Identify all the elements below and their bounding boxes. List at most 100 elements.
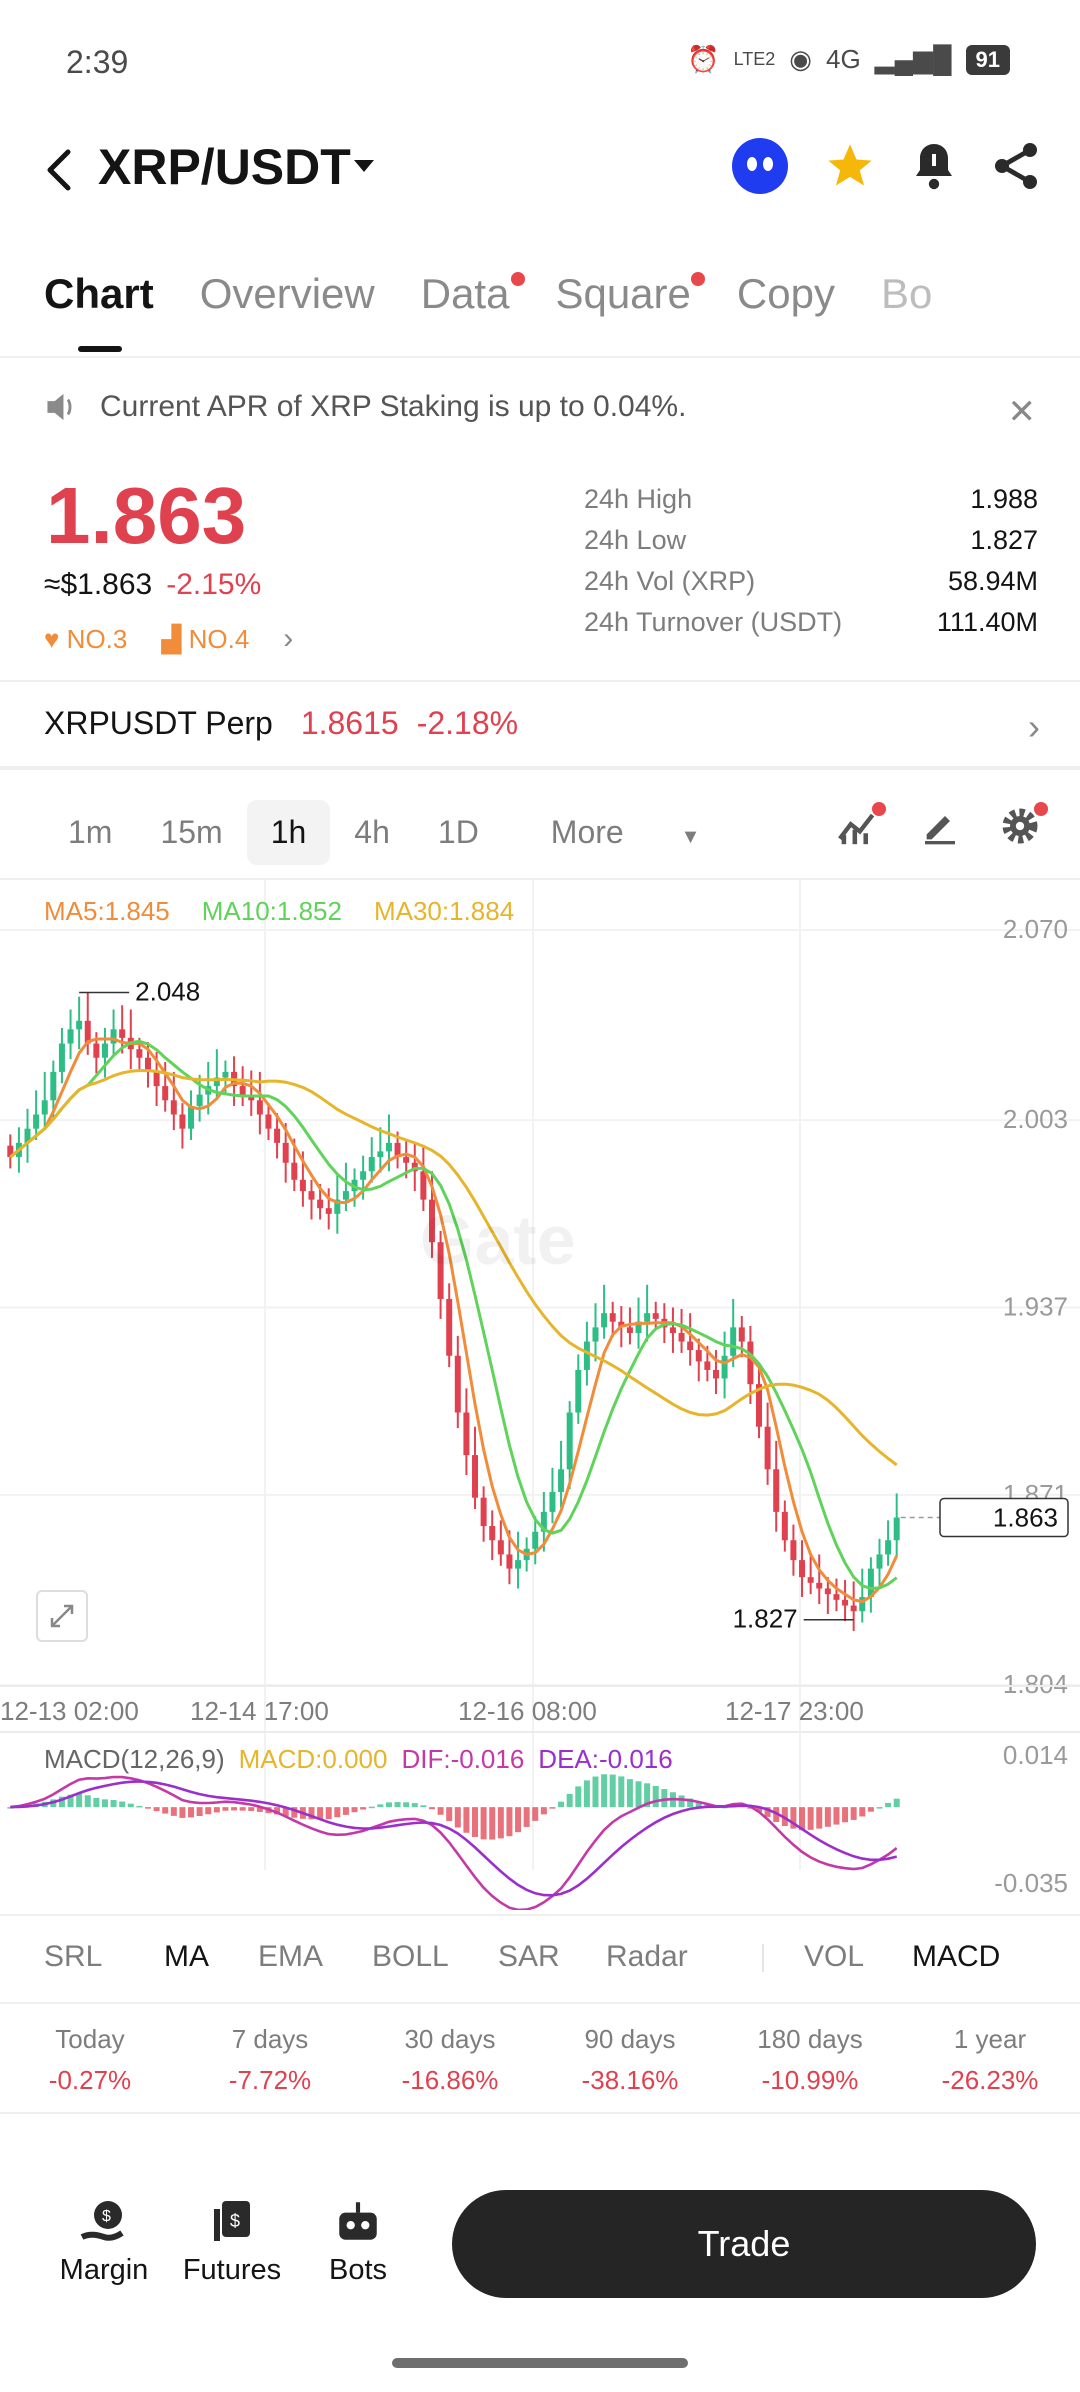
- macd-histogram-bar: [506, 1807, 513, 1837]
- nav-futures[interactable]: $ Futures: [172, 2196, 292, 2287]
- macd-histogram-bar: [222, 1807, 229, 1811]
- high-marker-label: 2.048: [135, 976, 200, 1006]
- candle-body: [58, 1043, 65, 1072]
- candle-body: [7, 1145, 14, 1158]
- perp-row[interactable]: XRPUSDT Perp 1.8615 -2.18%: [44, 705, 518, 742]
- perp-name: XRPUSDT Perp: [44, 705, 273, 741]
- candle-body: [256, 1100, 263, 1115]
- candle-body: [239, 1086, 246, 1095]
- macd-histogram-bar: [575, 1786, 582, 1808]
- close-icon[interactable]: ✕: [1007, 393, 1037, 431]
- y-tick-label: 2.070: [1003, 914, 1068, 944]
- tab-data[interactable]: Data: [421, 270, 526, 318]
- macd-histogram-bar: [824, 1807, 831, 1827]
- pair-dropdown-icon[interactable]: [352, 158, 376, 179]
- settings-gear-icon[interactable]: [1000, 802, 1048, 851]
- candle-body: [325, 1208, 332, 1214]
- candle-body: [153, 1071, 160, 1087]
- avatar-mascot-icon[interactable]: [730, 136, 790, 201]
- rank-2-label: NO.4: [188, 623, 250, 654]
- candle-body: [428, 1199, 435, 1243]
- share-icon[interactable]: [992, 140, 1040, 197]
- candle-body: [730, 1327, 737, 1356]
- indicator-icon[interactable]: [836, 802, 886, 851]
- macd-histogram-bar: [360, 1807, 367, 1810]
- tab-overview[interactable]: Overview: [199, 270, 375, 317]
- macd-histogram-bar: [583, 1780, 590, 1808]
- candle-body: [704, 1361, 711, 1370]
- stat-label: 24h Vol (XRP): [584, 566, 756, 596]
- candle-body: [454, 1355, 461, 1413]
- candle-body: [850, 1605, 857, 1612]
- macd-histogram-bar: [446, 1807, 453, 1822]
- macd-histogram-bar: [188, 1807, 195, 1818]
- stat-label: 24h Low: [584, 525, 687, 555]
- expand-chart-button[interactable]: [36, 1590, 88, 1642]
- candle-body: [575, 1369, 582, 1413]
- ind-macd[interactable]: MACD: [912, 1940, 1001, 1973]
- candle-body: [635, 1321, 642, 1334]
- y-tick-label: 1.937: [1003, 1292, 1068, 1322]
- y-tick-label: 2.003: [1003, 1104, 1068, 1134]
- interval-more[interactable]: More ▼: [503, 800, 749, 865]
- rank-badges[interactable]: ♥ NO.3 ▟ NO.4 ›: [44, 622, 293, 656]
- macd-histogram-bar: [256, 1807, 263, 1812]
- candle-body: [893, 1517, 900, 1541]
- interval-15m[interactable]: 15m: [160, 814, 223, 850]
- ind-boll[interactable]: BOLL: [372, 1940, 449, 1973]
- x-tick-label: 12-13 02:00: [0, 1696, 139, 1726]
- candle-body: [626, 1327, 633, 1334]
- alert-bell-icon[interactable]: [910, 140, 958, 197]
- tab-square[interactable]: Square: [555, 270, 705, 318]
- interval-4h[interactable]: 4h: [354, 814, 390, 850]
- perf-item: 180 days -10.99%: [720, 2024, 900, 2096]
- nav-margin[interactable]: $ Margin: [44, 2196, 164, 2287]
- home-indicator[interactable]: [392, 2358, 688, 2368]
- macd-histogram-bar: [876, 1807, 883, 1809]
- candle-body: [24, 1128, 31, 1143]
- candle-body: [566, 1412, 573, 1470]
- interval-1m[interactable]: 1m: [68, 814, 113, 850]
- ind-srl[interactable]: SRL: [44, 1940, 102, 1974]
- tab-chart[interactable]: Chart: [44, 270, 154, 317]
- draw-pencil-icon[interactable]: [920, 806, 960, 851]
- ind-radar[interactable]: Radar: [606, 1940, 688, 1974]
- macd-histogram-bar: [76, 1793, 83, 1808]
- ind-sar[interactable]: SAR: [498, 1940, 560, 1973]
- ind-vol[interactable]: VOL: [804, 1940, 865, 1973]
- trade-button[interactable]: Trade: [452, 2190, 1036, 2298]
- stat-label: 24h High: [584, 484, 693, 514]
- candle-body: [480, 1497, 487, 1527]
- candle-body: [299, 1179, 306, 1192]
- ind-ema[interactable]: EMA: [258, 1940, 324, 1973]
- macd-histogram-bar: [850, 1807, 857, 1820]
- back-button[interactable]: [40, 140, 80, 200]
- candle-body: [420, 1171, 427, 1200]
- macd-histogram-bar: [420, 1805, 427, 1808]
- nav-bots[interactable]: Bots: [298, 2196, 418, 2287]
- margin-icon: $: [80, 2201, 124, 2241]
- candle-body: [50, 1071, 57, 1101]
- candle-body: [463, 1412, 470, 1456]
- macd-histogram-bar: [833, 1807, 840, 1825]
- candle-body: [101, 1043, 108, 1058]
- tab-bots[interactable]: Bo: [880, 270, 933, 317]
- interval-1h[interactable]: 1h: [246, 800, 331, 865]
- candle-body: [618, 1321, 625, 1328]
- macd-histogram-bar: [162, 1807, 169, 1814]
- perf-value: -16.86%: [401, 2065, 499, 2095]
- tab-copy[interactable]: Copy: [736, 270, 835, 317]
- staking-notice[interactable]: Current APR of XRP Staking is up to 0.04…: [44, 390, 686, 424]
- perp-chevron-icon[interactable]: ›: [1028, 706, 1040, 747]
- interval-1d[interactable]: 1D: [437, 814, 479, 850]
- chart-rank-icon: ▟: [161, 623, 182, 654]
- status-time: 2:39: [66, 44, 129, 80]
- favorite-star-icon[interactable]: [824, 140, 876, 197]
- macd-histogram-bar: [489, 1807, 496, 1840]
- ma10-label: MA10:1.852: [201, 896, 342, 926]
- candle-body: [110, 1029, 117, 1044]
- pair-title[interactable]: XRP/USDT: [98, 139, 351, 195]
- candle-body: [592, 1327, 599, 1342]
- ind-ma[interactable]: MA: [164, 1940, 209, 1973]
